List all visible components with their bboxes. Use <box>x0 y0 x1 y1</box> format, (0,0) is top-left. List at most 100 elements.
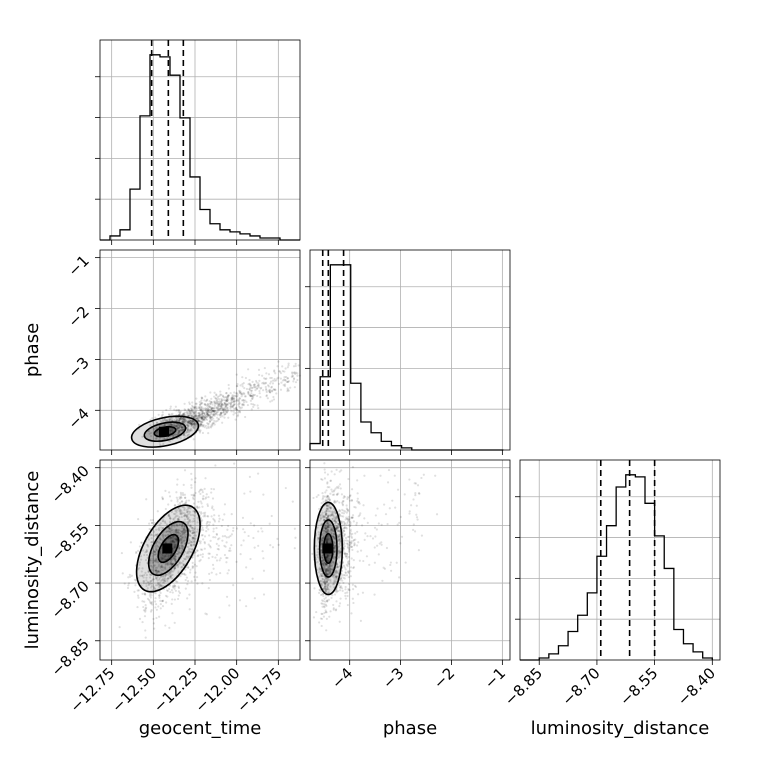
scatter-point <box>165 530 168 534</box>
scatter-point <box>143 580 146 583</box>
scatter-point <box>156 572 159 575</box>
scatter-point <box>262 493 265 496</box>
scatter-point <box>169 561 173 565</box>
scatter-point <box>177 562 180 565</box>
scatter-point <box>163 555 166 558</box>
scatter-point <box>210 411 213 414</box>
scatter-point <box>167 413 171 416</box>
scatter-point <box>330 532 333 535</box>
scatter-point <box>171 539 175 542</box>
scatter-point <box>191 561 194 564</box>
scatter-point <box>186 433 189 437</box>
scatter-point <box>186 513 189 516</box>
scatter-point <box>236 382 239 386</box>
scatter-point <box>191 401 194 404</box>
scatter-point <box>155 534 158 537</box>
scatter-point <box>178 418 181 422</box>
scatter-point <box>324 513 327 517</box>
scatter-point <box>226 399 229 402</box>
scatter-point <box>164 573 168 576</box>
scatter-point <box>256 384 259 388</box>
scatter-point <box>332 514 335 517</box>
scatter-point <box>218 408 221 411</box>
scatter-point <box>193 575 196 578</box>
scatter-point <box>223 544 226 547</box>
scatter-point <box>170 499 173 502</box>
scatter-point <box>347 519 350 522</box>
scatter-point <box>157 526 161 530</box>
scatter-point <box>160 584 163 587</box>
scatter-point <box>210 409 213 412</box>
scatter-point <box>187 425 190 429</box>
scatter-point <box>178 546 181 550</box>
scatter-point <box>201 582 204 585</box>
scatter-point <box>179 537 182 541</box>
scatter-point <box>158 585 161 588</box>
scatter-point <box>166 589 169 592</box>
scatter-point <box>333 572 337 575</box>
scatter-point <box>343 552 346 555</box>
scatter-point <box>195 417 198 420</box>
scatter-point <box>178 548 181 551</box>
scatter-point <box>180 547 183 550</box>
scatter-point <box>396 488 400 491</box>
scatter-point <box>211 497 215 500</box>
scatter-point <box>279 372 283 375</box>
scatter-point <box>173 545 176 548</box>
scatter-point <box>272 388 275 391</box>
scatter-point <box>171 591 174 594</box>
scatter-point <box>223 403 226 406</box>
scatter-point <box>135 550 138 554</box>
scatter-point <box>170 526 173 530</box>
scatter-point <box>161 599 165 602</box>
scatter-point <box>182 483 185 486</box>
scatter-point <box>326 555 329 558</box>
scatter-point <box>325 508 328 511</box>
scatter-point <box>362 559 365 563</box>
scatter-point <box>219 414 223 417</box>
contour-level-2 <box>157 533 180 564</box>
scatter-point <box>211 410 214 413</box>
scatter-point <box>334 512 337 515</box>
scatter-point <box>216 547 219 551</box>
scatter-point <box>334 520 337 523</box>
scatter-point <box>321 562 325 565</box>
scatter-point <box>188 421 191 424</box>
scatter-point <box>217 405 220 409</box>
scatter-point <box>164 534 167 538</box>
scatter-point <box>320 549 323 553</box>
scatter-point <box>169 541 172 544</box>
scatter-point <box>325 585 329 589</box>
scatter-point <box>323 477 327 480</box>
scatter-point <box>155 616 158 620</box>
scatter-point <box>207 425 210 428</box>
scatter-point <box>221 407 224 411</box>
scatter-point <box>172 585 176 588</box>
scatter-point <box>259 387 262 390</box>
scatter-point <box>160 564 163 567</box>
scatter-point <box>253 383 256 386</box>
scatter-point <box>279 388 283 391</box>
scatter-point <box>189 530 192 533</box>
scatter-point <box>347 576 350 579</box>
scatter-point <box>328 588 331 591</box>
scatter-point <box>348 588 351 592</box>
scatter-point <box>350 557 353 560</box>
scatter-point <box>333 544 337 548</box>
scatter-point <box>338 542 341 545</box>
scatter-point <box>233 400 236 403</box>
scatter-point <box>161 519 164 523</box>
scatter-point <box>153 569 156 572</box>
scatter-point <box>176 580 179 583</box>
scatter-point <box>149 610 153 613</box>
scatter-point <box>226 572 229 575</box>
scatter-point <box>229 549 232 552</box>
scatter-point <box>192 529 195 533</box>
scatter-point <box>180 500 183 503</box>
scatter-point <box>338 537 341 541</box>
scatter-point <box>321 514 325 517</box>
scatter-point <box>251 394 254 398</box>
scatter-point <box>232 399 236 402</box>
scatter-point <box>312 616 316 619</box>
scatter-point <box>347 518 350 521</box>
